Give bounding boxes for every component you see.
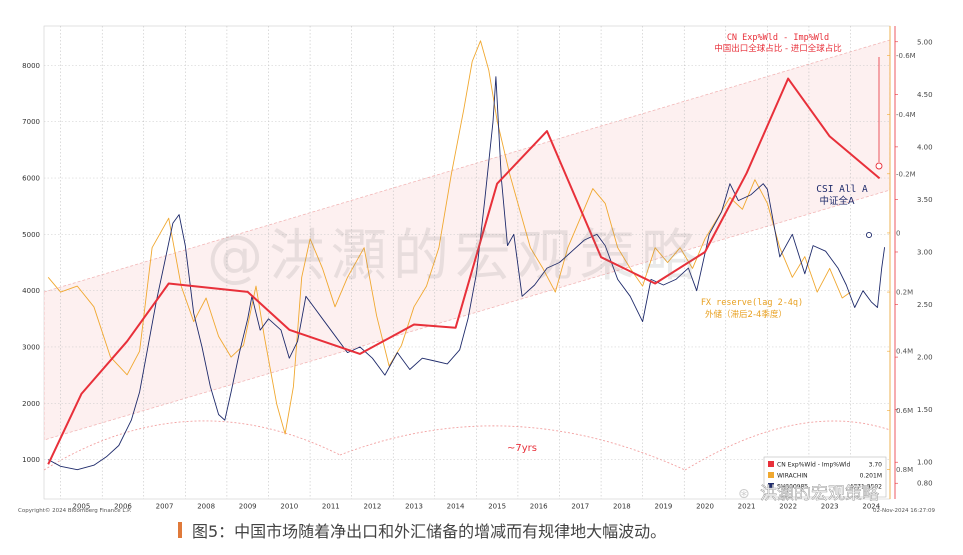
left-tick-label: 8000: [22, 62, 40, 70]
caption-accent-bar: [178, 522, 182, 538]
csi-label-zh: 中证全A: [820, 195, 856, 207]
x-tick-label: 2010: [280, 503, 298, 511]
x-tick-label: 2013: [405, 503, 423, 511]
fx-tick-label: 0: [896, 229, 900, 237]
series-line-wirachin: [47, 40, 851, 435]
cycle-arc: [684, 420, 890, 471]
legend-swatch: [768, 472, 774, 478]
x-tick-label: 2023: [821, 503, 839, 511]
weibo-icon: ⊛: [738, 486, 750, 502]
trend-channel: [44, 39, 890, 441]
x-tick-label: 2017: [571, 503, 589, 511]
left-tick-label: 4000: [22, 287, 40, 295]
fx-tick-label: 0.2M: [896, 289, 913, 297]
legend-label: SH000985: [777, 484, 808, 491]
legend-label: WIRACHIN: [777, 473, 808, 480]
x-tick-label: 2021: [738, 503, 756, 511]
legend-swatch: [768, 461, 774, 467]
trade-tick-label: 5.00: [917, 38, 933, 46]
x-tick-label: 2012: [364, 503, 382, 511]
cn-last-marker: [875, 162, 883, 170]
date-stamp: 02-Nov-2024 16:27:09: [873, 508, 936, 514]
csi-label-en: CSI All A: [816, 184, 868, 195]
left-tick-label: 3000: [22, 343, 40, 351]
left-tick-label: 5000: [22, 231, 40, 239]
x-tick-label: 2024: [862, 503, 880, 511]
fx-label-en: FX reserve(lag 2-4q): [701, 298, 803, 308]
x-tick-label: 2005: [73, 503, 91, 511]
legend-value: 0.201M: [860, 473, 882, 480]
cycle-label: ~7yrs: [507, 443, 537, 454]
legend-label: CN Exp%Wld - Imp%Wld: [777, 462, 851, 469]
x-tick-label: 2019: [655, 503, 673, 511]
legend: CN Exp%Wld - Imp%Wld 3.70 WIRACHIN 0.201…: [763, 456, 887, 498]
fx-tick-label: -0.4M: [896, 111, 916, 119]
figure-caption: 图5：中国市场随着净出口和外汇储备的增减而有规律地大幅波动。: [178, 518, 666, 542]
x-tick-label: 2018: [613, 503, 631, 511]
left-tick-label: 1000: [22, 456, 40, 464]
trade-tick-label: 4.00: [917, 143, 933, 151]
left-tick-label: 2000: [22, 400, 40, 408]
center-watermark: @洪灝的宏观策略: [207, 224, 703, 289]
x-tick-label: 2011: [322, 503, 340, 511]
x-tick-label: 2014: [447, 503, 465, 511]
legend-value: 3.70: [869, 462, 883, 469]
x-tick-label: 2007: [156, 503, 174, 511]
fx-tick-label: 0.6M: [896, 407, 913, 415]
x-tick-label: 2009: [239, 503, 257, 511]
x-tick-label: 2020: [696, 503, 714, 511]
trade-tick-label: 2.50: [917, 301, 933, 309]
x-tick-label: 2006: [114, 503, 132, 511]
legend-swatch: [768, 483, 774, 489]
fx-label-zh: 外储（滞后2-4季度）: [705, 309, 787, 320]
left-tick-label: 6000: [22, 175, 40, 183]
fx-tick-label: 0.4M: [896, 348, 913, 356]
trade-tick-label: 3.00: [917, 248, 933, 256]
cycle-arc: [44, 420, 341, 471]
copyright: Copyright© 2024 Bloomberg Finance L.P.: [18, 507, 132, 514]
x-tick-label: 2022: [779, 503, 797, 511]
series-line-sh000985: [47, 76, 886, 471]
fx-tick-label: 0.8M: [896, 466, 913, 474]
fx-tick-label: -0.6M: [896, 52, 916, 60]
trade-tick-label: 2.00: [917, 354, 933, 362]
left-tick-label: 7000: [22, 118, 40, 126]
trade-tick-label: 4.50: [917, 91, 933, 99]
trade-tick-label: 0.80: [917, 480, 933, 488]
x-tick-label: 2015: [488, 503, 506, 511]
legend-value: 4771.9502: [850, 484, 883, 491]
caption-text: 图5：中国市场随着净出口和外汇储备的增减而有规律地大幅波动。: [192, 522, 667, 541]
trade-tick-label: 1.50: [917, 406, 933, 414]
trade-tick-label: 3.50: [917, 196, 933, 204]
csi-last-marker: [865, 231, 873, 239]
x-tick-label: 2016: [530, 503, 548, 511]
fx-tick-label: -0.2M: [896, 170, 916, 178]
x-tick-label: 2008: [197, 503, 215, 511]
trade-tick-label: 1.00: [917, 459, 933, 467]
cn-label-en: CN Exp%Wld - Imp%Wld: [727, 33, 829, 43]
cycle-arc: [339, 425, 686, 471]
cn-label-zh: 中国出口全球占比 - 进口全球占比: [714, 43, 841, 54]
corner-watermark: 洪灝的宏观策略: [760, 484, 879, 504]
series-line-cn-exp-wld-imp-wld: [47, 77, 881, 465]
